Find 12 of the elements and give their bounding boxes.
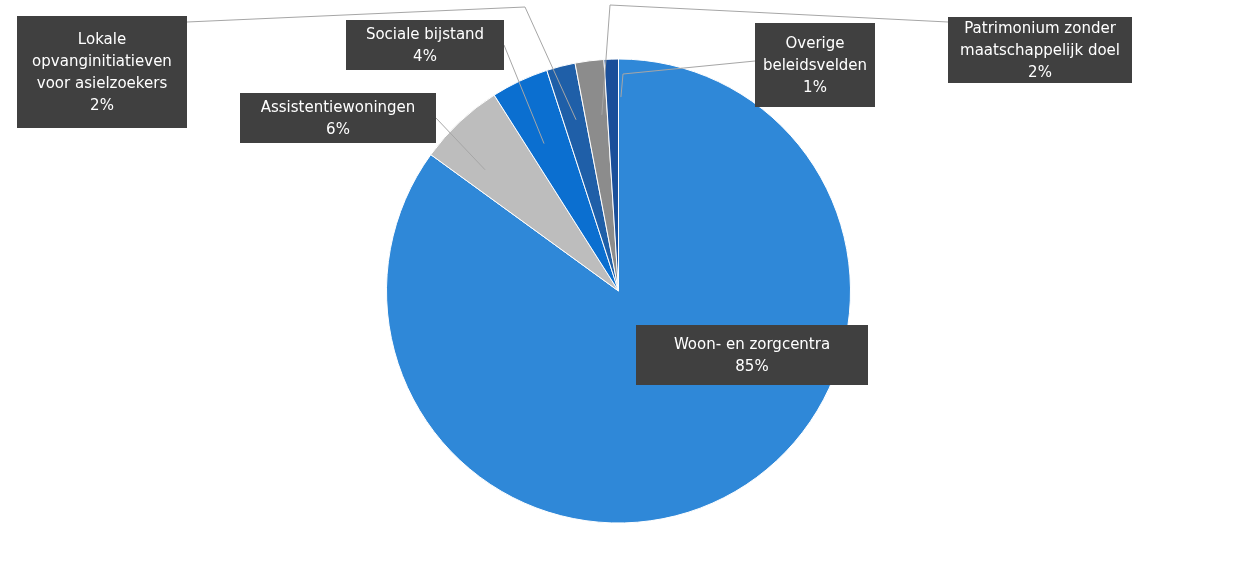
slice-label: Lokale opvanginitiatieven voor asielzoekers [32,30,172,92]
slice-label: Assistentiewoningen [260,98,416,116]
slice-label: Sociale bijstand [365,25,485,43]
data-label: 2% [90,96,114,114]
slice-label: Woon- en zorgcentra [673,335,831,353]
slice-label: Overige beleidsvelden [762,34,868,74]
data-label: 85% [735,357,769,375]
data-label: 4% [413,47,437,65]
data-label: 1% [803,78,827,96]
slice-label: Patrimonium zonder maatschappelijk doel [960,19,1120,59]
data-label: 6% [326,120,350,138]
data-label: 2% [1028,63,1052,81]
